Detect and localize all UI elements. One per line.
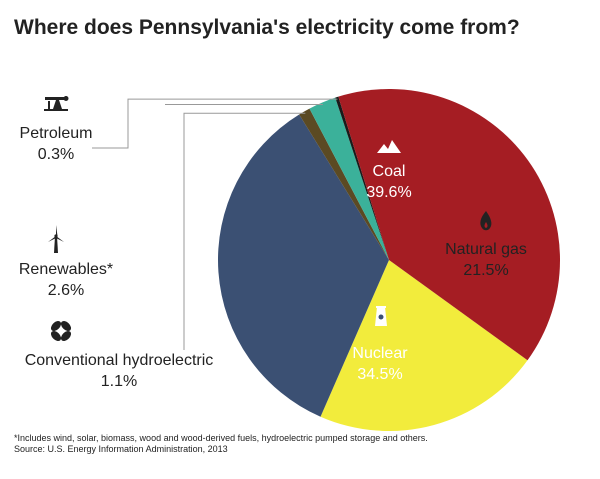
outside-label-petroleum: Petroleum [20,125,93,142]
leader-lines [92,98,338,350]
pie-slice-natural-gas [320,260,528,432]
oil-pump-icon [44,96,69,111]
slice-value-nuclear: 34.5% [357,366,402,383]
pie-slice-conventional-hydroelectric [299,108,389,261]
renewables-label-group: Renewables* 2.6% [19,225,113,299]
outside-value-hydroelectric: 1.1% [101,373,137,390]
petroleum-label-group: Petroleum 0.3% [20,96,93,163]
leader-line-hydroelectric [183,112,306,350]
outside-label-hydroelectric: Conventional hydroelectric [25,352,214,369]
natural-gas-label-group: Natural gas 21.5% [445,211,527,279]
leader-line-petroleum [92,98,338,149]
footnote-source: Source: U.S. Energy Information Administ… [14,444,228,454]
pie-slices [217,89,561,432]
wind-turbine-icon [48,225,64,253]
outside-label-renewables: Renewables* [19,261,113,278]
hydroelectric-label-group: Conventional hydroelectric 1.1% [25,320,214,390]
footnote-definition: *Includes wind, solar, biomass, wood and… [14,433,428,443]
slice-label-coal: Coal [373,163,406,180]
pie-slice-coal [338,89,561,361]
outside-value-renewables: 2.6% [48,282,84,299]
coal-label-group: Coal 39.6% [366,140,412,201]
chart-title: Where does Pennsylvania's electricity co… [14,16,520,39]
pie-slice-renewables [309,97,389,260]
slice-value-coal: 39.6% [366,184,411,201]
nuclear-label-group: Nuclear 34.5% [352,306,408,383]
slice-value-natural-gas: 21.5% [463,262,508,279]
slice-label-natural-gas: Natural gas [445,241,527,258]
slice-label-nuclear: Nuclear [352,345,408,362]
pie-slice-petroleum [335,96,389,261]
flame-icon [480,211,492,231]
pie-slice-nuclear [217,114,389,417]
footnote: *Includes wind, solar, biomass, wood and… [14,433,428,455]
mountain-icon [377,140,401,153]
outside-value-petroleum: 0.3% [38,146,74,163]
nuclear-plant-icon [375,306,387,326]
turbine-icon [50,320,72,342]
